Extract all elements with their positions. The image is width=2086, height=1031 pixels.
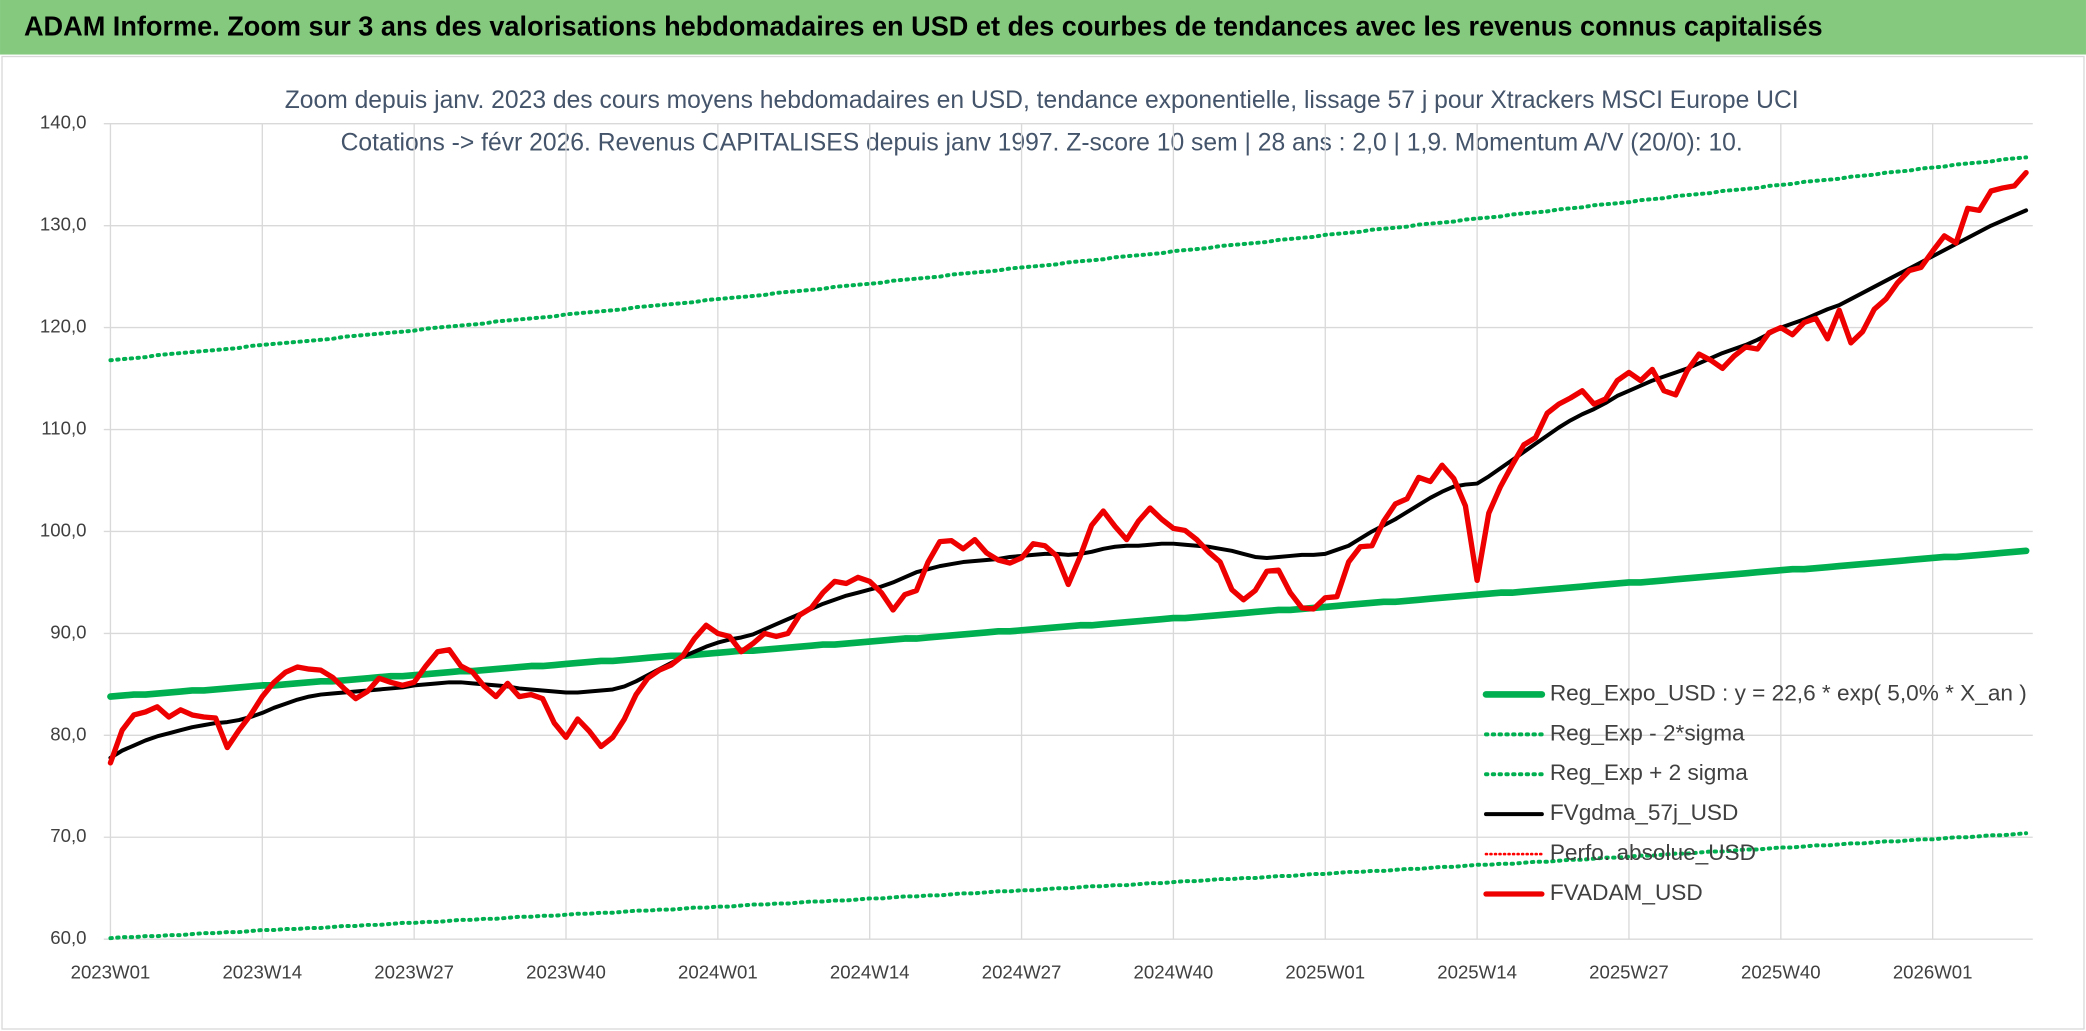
y-tick-label: 60,0 (50, 927, 86, 948)
y-tick-label: 140,0 (40, 112, 87, 133)
header-title: ADAM Informe. Zoom sur 3 ans des valoris… (24, 10, 1823, 41)
x-tick-label: 2024W27 (982, 962, 1062, 983)
series-line (108, 831, 2029, 941)
legend-label: Reg_Exp - 2*sigma (1550, 720, 1745, 745)
chart-title: Zoom depuis janv. 2023 des cours moyens … (285, 86, 1799, 114)
x-tick-label: 2024W40 (1134, 962, 1214, 983)
legend-label: Reg_Expo_USD : y = 22,6 * exp( 5,0% * X_… (1550, 680, 2027, 705)
series-line (108, 155, 2029, 363)
y-tick-label: 70,0 (50, 825, 86, 846)
grid (103, 123, 2033, 940)
x-tick-label: 2024W01 (678, 962, 758, 983)
legend-label: Perfo. absolue_USD (1550, 840, 1756, 865)
legend-label: Reg_Exp + 2 sigma (1550, 760, 1748, 785)
y-tick-label: 120,0 (40, 316, 87, 337)
chart-border (1, 55, 2085, 1030)
x-tick-label: 2025W40 (1741, 962, 1821, 983)
series-line (107, 169, 2029, 766)
legend-label: FVgdma_57j_USD (1550, 800, 1739, 825)
x-tick-label: 2024W14 (830, 962, 910, 983)
x-tick-label: 2026W01 (1893, 962, 1973, 983)
chart-subtitle: Cotations -> févr 2026. Revenus CAPITALI… (341, 128, 1743, 156)
header-band (0, 0, 2086, 55)
x-tick-label: 2025W01 (1285, 962, 1365, 983)
x-tick-label: 2023W01 (71, 962, 151, 983)
y-tick-label: 110,0 (41, 417, 86, 438)
y-tick-label: 90,0 (50, 621, 86, 642)
series-line (107, 547, 2030, 700)
x-tick-label: 2023W27 (374, 962, 454, 983)
x-tick-label: 2023W14 (222, 962, 302, 983)
y-tick-label: 80,0 (50, 723, 86, 744)
legend-label: FVADAM_USD (1550, 880, 1703, 905)
x-tick-label: 2025W27 (1589, 962, 1669, 983)
x-tick-label: 2025W14 (1437, 962, 1517, 983)
y-tick-label: 100,0 (40, 519, 87, 540)
y-tick-label: 130,0 (40, 214, 87, 235)
x-tick-label: 2023W40 (526, 962, 606, 983)
legend: Reg_Expo_USD : y = 22,6 * exp( 5,0% * X_… (1482, 680, 2027, 905)
